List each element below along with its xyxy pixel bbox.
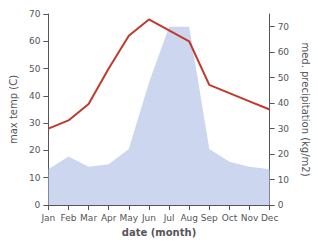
svg-text:10: 10 [29,173,41,183]
svg-text:Sep: Sep [201,213,218,223]
svg-text:50: 50 [278,73,290,83]
svg-text:0: 0 [35,200,41,210]
svg-text:70: 70 [278,22,290,32]
svg-text:Aug: Aug [180,213,198,223]
svg-text:60: 60 [278,47,290,57]
svg-text:10: 10 [278,175,290,185]
svg-text:0: 0 [278,200,284,210]
svg-text:20: 20 [29,145,41,155]
svg-text:60: 60 [29,36,41,46]
svg-text:Nov: Nov [241,213,259,223]
svg-text:30: 30 [29,118,41,128]
svg-text:Apr: Apr [101,213,117,223]
svg-text:20: 20 [278,149,290,159]
svg-text:Oct: Oct [222,213,238,223]
svg-text:50: 50 [29,64,41,74]
svg-text:40: 40 [29,91,41,101]
svg-text:Feb: Feb [61,213,77,223]
svg-text:max temp (C): max temp (C) [8,75,19,144]
svg-text:May: May [120,213,139,223]
svg-text:Jul: Jul [163,213,175,223]
svg-text:Mar: Mar [80,213,97,223]
svg-text:70: 70 [29,9,41,19]
svg-text:Jan: Jan [40,213,55,223]
svg-text:30: 30 [278,124,290,134]
svg-text:Jun: Jun [141,213,156,223]
svg-text:40: 40 [278,98,290,108]
svg-text:med. precipitation (kg/m2): med. precipitation (kg/m2) [300,42,311,176]
svg-text:Dec: Dec [261,213,278,223]
svg-text:date (month): date (month) [122,227,196,238]
